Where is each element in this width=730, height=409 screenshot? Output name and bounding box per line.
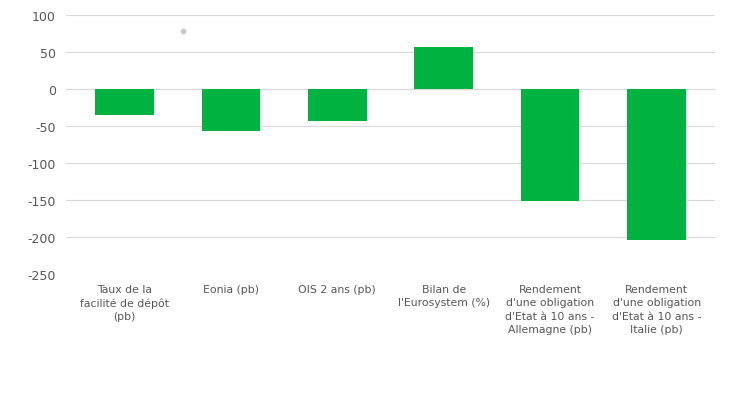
Bar xyxy=(95,90,154,116)
Bar xyxy=(308,90,366,121)
Bar xyxy=(521,90,580,202)
Bar xyxy=(415,48,473,90)
Bar xyxy=(627,90,686,241)
Bar xyxy=(201,90,260,132)
